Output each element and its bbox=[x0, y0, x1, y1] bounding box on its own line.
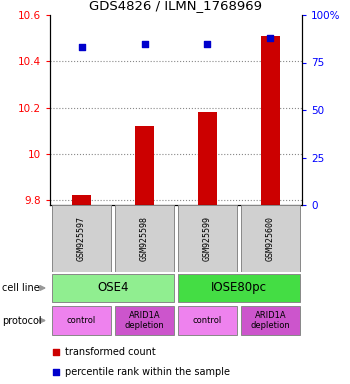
Point bbox=[205, 40, 210, 46]
Title: GDS4826 / ILMN_1768969: GDS4826 / ILMN_1768969 bbox=[90, 0, 262, 12]
Text: OSE4: OSE4 bbox=[97, 281, 129, 294]
Point bbox=[142, 40, 147, 46]
Text: GSM925600: GSM925600 bbox=[266, 216, 275, 261]
Point bbox=[54, 369, 59, 375]
Text: IOSE80pc: IOSE80pc bbox=[211, 281, 267, 294]
Text: control: control bbox=[67, 316, 96, 325]
Bar bbox=[261, 36, 280, 205]
Text: ARID1A
depletion: ARID1A depletion bbox=[125, 311, 164, 330]
Bar bbox=[52, 205, 111, 272]
Bar bbox=[115, 205, 174, 272]
Text: percentile rank within the sample: percentile rank within the sample bbox=[65, 367, 230, 377]
Text: GSM925597: GSM925597 bbox=[77, 216, 86, 261]
Bar bbox=[178, 205, 237, 272]
Point bbox=[268, 35, 273, 41]
Point bbox=[54, 349, 59, 356]
Bar bbox=[241, 306, 300, 335]
Text: transformed count: transformed count bbox=[65, 347, 156, 358]
Text: ARID1A
depletion: ARID1A depletion bbox=[251, 311, 290, 330]
Bar bbox=[135, 126, 154, 205]
Text: control: control bbox=[193, 316, 222, 325]
Bar bbox=[115, 306, 174, 335]
Bar bbox=[52, 306, 111, 335]
Text: cell line: cell line bbox=[2, 283, 40, 293]
Bar bbox=[178, 273, 300, 303]
Bar bbox=[178, 306, 237, 335]
Bar bbox=[198, 112, 217, 205]
Bar bbox=[52, 273, 174, 303]
Text: protocol: protocol bbox=[2, 316, 41, 326]
Point bbox=[79, 44, 84, 50]
Text: GSM925599: GSM925599 bbox=[203, 216, 212, 261]
Text: GSM925598: GSM925598 bbox=[140, 216, 149, 261]
Bar bbox=[72, 195, 91, 205]
Bar bbox=[241, 205, 300, 272]
